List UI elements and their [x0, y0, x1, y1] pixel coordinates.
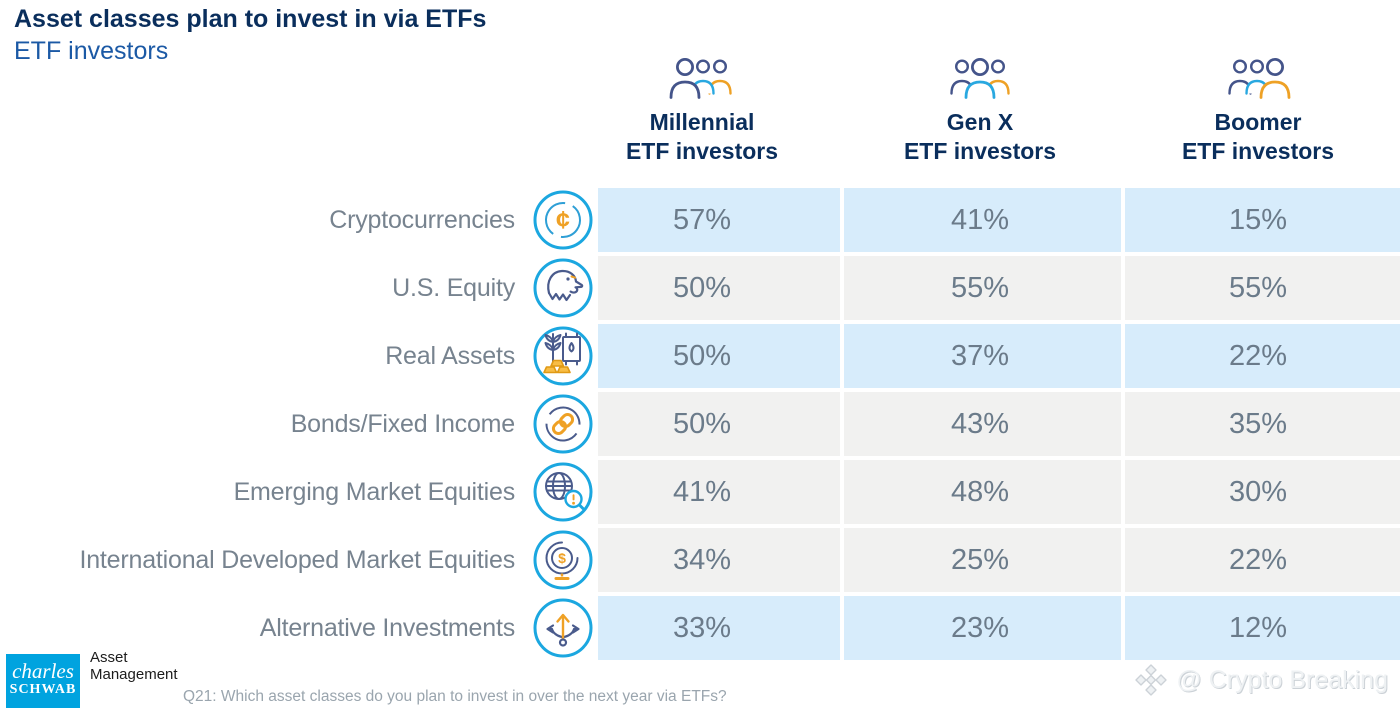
cent-glyph: ¢ [556, 207, 570, 235]
millennial-group-icon [669, 58, 732, 99]
row-label: Emerging Market Equities [233, 478, 516, 506]
table-row-cryptocurrencies: Cryptocurrencies ¢ 57% 41% 15% [0, 188, 1400, 252]
eagle-icon [533, 258, 593, 318]
diamond-logo-icon [1135, 664, 1168, 696]
value-cell: 48% [844, 460, 1121, 524]
column-title: Boomer [1214, 109, 1302, 135]
table-row-international-developed: International Developed Market Equities … [0, 528, 1400, 592]
survey-footnote: Q21: Which asset classes do you plan to … [183, 688, 727, 705]
asset-management-label: Asset Management [90, 649, 178, 683]
value-cell: 57% [598, 188, 840, 252]
value-cell: 35% [1125, 392, 1400, 456]
page-subtitle: ETF investors [14, 37, 169, 65]
value-cell: 37% [844, 324, 1121, 388]
globe-dollar-icon: $ [533, 530, 593, 590]
commodities-icon [533, 326, 593, 386]
genx-group-icon [950, 58, 1010, 99]
value-cell: 23% [844, 596, 1121, 660]
chain-link-icon [533, 394, 593, 454]
value-cell: 22% [1125, 528, 1400, 592]
dollar-glyph: $ [558, 550, 566, 566]
column-header-genx: Gen X ETF investors [845, 56, 1115, 166]
column-title-line2: ETF investors [625, 138, 779, 164]
value-cell: 43% [844, 392, 1121, 456]
table-row-emerging-markets: Emerging Market Equities 41% 48% 30% [0, 460, 1400, 524]
value-cell: 41% [844, 188, 1121, 252]
column-header-millennial: Millennial ETF investors [567, 56, 837, 166]
row-label: U.S. Equity [392, 274, 515, 302]
value-cell: 55% [1125, 256, 1400, 320]
boomer-group-icon [1228, 58, 1291, 99]
value-cell: 50% [598, 324, 840, 388]
row-label: International Developed Market Equities [79, 546, 515, 574]
value-cell: 55% [844, 256, 1121, 320]
page-title: Asset classes plan to invest in via ETFs [14, 5, 487, 33]
column-title: Millennial [649, 109, 755, 135]
schwab-logo: charles SCHWAB [6, 654, 80, 708]
schwab-logo-charles: charles [12, 659, 74, 683]
table-row-us-equity: U.S. Equity 50% 55% 55% [0, 256, 1400, 320]
value-cell: 15% [1125, 188, 1400, 252]
value-cell: 50% [598, 256, 840, 320]
value-cell: 41% [598, 460, 840, 524]
value-cell: 12% [1125, 596, 1400, 660]
value-cell: 25% [844, 528, 1121, 592]
value-cell: 50% [598, 392, 840, 456]
value-cell: 22% [1125, 324, 1400, 388]
branching-arrows-icon [533, 598, 593, 658]
brand-line2: Management [90, 666, 178, 683]
schwab-logo-schwab: SCHWAB [9, 682, 77, 697]
column-title-line2: ETF investors [903, 138, 1057, 164]
value-cell: 30% [1125, 460, 1400, 524]
globe-magnifier-icon [533, 462, 593, 522]
row-label: Bonds/Fixed Income [290, 410, 515, 438]
row-label: Alternative Investments [259, 614, 515, 642]
value-cell: 33% [598, 596, 840, 660]
table-row-real-assets: Real Assets 50% 37% 22% [0, 324, 1400, 388]
watermark-text: @ Crypto Breaking [1176, 665, 1388, 694]
table-row-alternative-investments: Alternative Investments 33% 23% 12% [0, 596, 1400, 660]
column-title: Gen X [946, 109, 1014, 135]
cent-coin-icon: ¢ [533, 190, 593, 250]
brand-line1: Asset [90, 649, 128, 666]
watermark: @ Crypto Breaking [1134, 663, 1388, 697]
row-label: Cryptocurrencies [329, 206, 515, 234]
row-label: Real Assets [385, 342, 515, 370]
column-header-boomer: Boomer ETF investors [1123, 56, 1393, 166]
column-title-line2: ETF investors [1181, 138, 1335, 164]
table-row-bonds: Bonds/Fixed Income 50% 43% 35% [0, 392, 1400, 456]
value-cell: 34% [598, 528, 840, 592]
